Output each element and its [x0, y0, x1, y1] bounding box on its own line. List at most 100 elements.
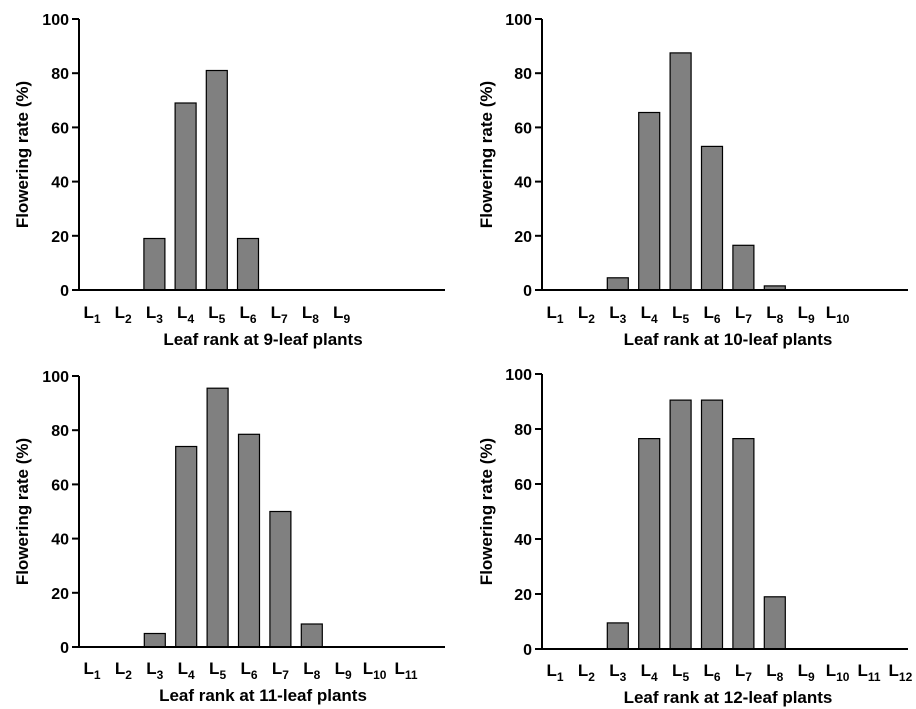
x-tick-label-l10: L10 [826, 303, 850, 326]
x-tick-label-l3: L3 [146, 303, 163, 326]
x-tick-label-l12: L12 [889, 661, 913, 684]
bar-l3 [143, 632, 166, 648]
x-tick-label-l1: L1 [546, 303, 563, 326]
y-axis-title: Flowering rate (%) [13, 438, 32, 585]
y-tick-label: 0 [523, 642, 532, 659]
bar-l6 [700, 145, 724, 291]
x-tick-label-l6: L6 [703, 303, 720, 326]
x-axis-title: Leaf rank at 9-leaf plants [163, 330, 362, 349]
bar-l4 [638, 438, 661, 650]
y-axis-title: Flowering rate (%) [477, 81, 496, 228]
chart-panel-4: 0 20 40 60 80 100 Flowering rate (%) L1 L2 L3 L4 L5… [477, 367, 913, 707]
x-tick-label-l7: L7 [735, 303, 752, 326]
bar-l6 [237, 433, 261, 648]
y-tick-label: 20 [514, 229, 532, 246]
y-tick-label: 80 [514, 66, 532, 83]
x-tick-label-l3: L3 [609, 661, 626, 684]
bar-l5 [669, 399, 692, 650]
x-tick-label-l2: L2 [115, 303, 132, 326]
x-tick-label-l6: L6 [240, 659, 257, 682]
y-tick-label: 60 [51, 120, 69, 137]
x-tick-label-l6: L6 [703, 661, 720, 684]
chart-panel-2: 0 20 40 60 80 100 Flowering rate (%) L1 L2 L3 L4 L5… [477, 12, 908, 349]
x-tick-label-l4: L4 [178, 659, 195, 682]
bar-l8 [300, 623, 323, 648]
x-axis-title: Leaf rank at 12-leaf plants [624, 688, 833, 707]
bar-l7 [269, 510, 292, 648]
x-tick-label-l2: L2 [578, 303, 595, 326]
y-tick-label: 80 [51, 66, 69, 83]
bar-l4 [174, 102, 197, 291]
y-tick-label: 100 [505, 367, 532, 384]
bar-l3 [606, 622, 629, 650]
x-tick-label-l5: L5 [672, 661, 689, 684]
bar-l5 [206, 387, 229, 648]
y-axis-title: Flowering rate (%) [13, 81, 32, 228]
x-tick-label-l1: L1 [546, 661, 563, 684]
x-tick-label-l3: L3 [609, 303, 626, 326]
bar-l4 [175, 445, 198, 648]
x-tick-label-l10: L10 [363, 659, 387, 682]
x-tick-label-l1: L1 [83, 303, 100, 326]
bar-l3 [143, 237, 166, 291]
x-axis-title: Leaf rank at 10-leaf plants [624, 330, 833, 349]
x-tick-label-l9: L9 [333, 303, 350, 326]
x-tick-label-l7: L7 [271, 303, 288, 326]
y-tick-label: 100 [42, 12, 69, 29]
x-tick-label-l4: L4 [641, 303, 658, 326]
bar-l3 [606, 277, 629, 291]
x-tick-label-l3: L3 [146, 659, 163, 682]
x-tick-label-l10: L10 [826, 661, 850, 684]
y-tick-label: 80 [514, 422, 532, 439]
y-tick-label: 60 [514, 120, 532, 137]
bar-l6 [700, 399, 724, 650]
bar-l4 [638, 111, 661, 291]
y-tick-label: 100 [42, 369, 69, 386]
x-tick-label-l8: L8 [766, 661, 783, 684]
chart-panel-3: 0 20 40 60 80 100 Flowering rate (%) L1 L2 L3 L4 L5… [13, 369, 445, 705]
y-tick-label: 20 [51, 586, 69, 603]
y-tick-label: 40 [514, 175, 532, 192]
x-tick-label-l8: L8 [766, 303, 783, 326]
bar-l6 [236, 237, 260, 291]
x-axis-title: Leaf rank at 11-leaf plants [159, 686, 367, 705]
bar-l7 [732, 244, 755, 291]
bar-l5 [669, 52, 692, 291]
x-tick-label-l8: L8 [302, 303, 319, 326]
x-tick-label-l11: L11 [394, 659, 417, 682]
x-tick-label-l2: L2 [578, 661, 595, 684]
x-tick-label-l8: L8 [303, 659, 320, 682]
chart-panel-1: 0 20 40 60 80 100 Flowering rate (%) L1 L2 L3 L4 L5… [13, 12, 445, 349]
x-tick-label-l1: L1 [83, 659, 100, 682]
y-tick-label: 40 [51, 532, 69, 549]
y-tick-label: 100 [505, 12, 532, 29]
y-tick-label: 40 [514, 532, 532, 549]
x-tick-label-l9: L9 [335, 659, 352, 682]
y-tick-label: 0 [60, 283, 69, 300]
bar-l8 [763, 596, 786, 650]
y-tick-label: 80 [51, 423, 69, 440]
x-tick-label-l4: L4 [641, 661, 658, 684]
y-tick-label: 60 [51, 477, 69, 494]
y-axis-title: Flowering rate (%) [477, 438, 496, 585]
y-tick-label: 40 [51, 175, 69, 192]
bar-l5 [205, 69, 228, 291]
x-tick-label-l5: L5 [672, 303, 689, 326]
bar-l7 [732, 438, 755, 650]
x-tick-label-l4: L4 [177, 303, 194, 326]
y-tick-label: 20 [51, 229, 69, 246]
y-tick-label: 0 [523, 283, 532, 300]
x-tick-label-l6: L6 [239, 303, 256, 326]
x-tick-label-l9: L9 [798, 661, 815, 684]
x-tick-label-l2: L2 [115, 659, 132, 682]
x-tick-label-l9: L9 [798, 303, 815, 326]
x-tick-label-l7: L7 [735, 661, 752, 684]
y-tick-label: 60 [514, 477, 532, 494]
y-tick-label: 20 [514, 587, 532, 604]
x-tick-label-l11: L11 [857, 661, 880, 684]
x-tick-label-l5: L5 [209, 659, 226, 682]
x-tick-label-l5: L5 [208, 303, 225, 326]
y-tick-label: 0 [60, 640, 69, 657]
x-tick-label-l7: L7 [272, 659, 289, 682]
